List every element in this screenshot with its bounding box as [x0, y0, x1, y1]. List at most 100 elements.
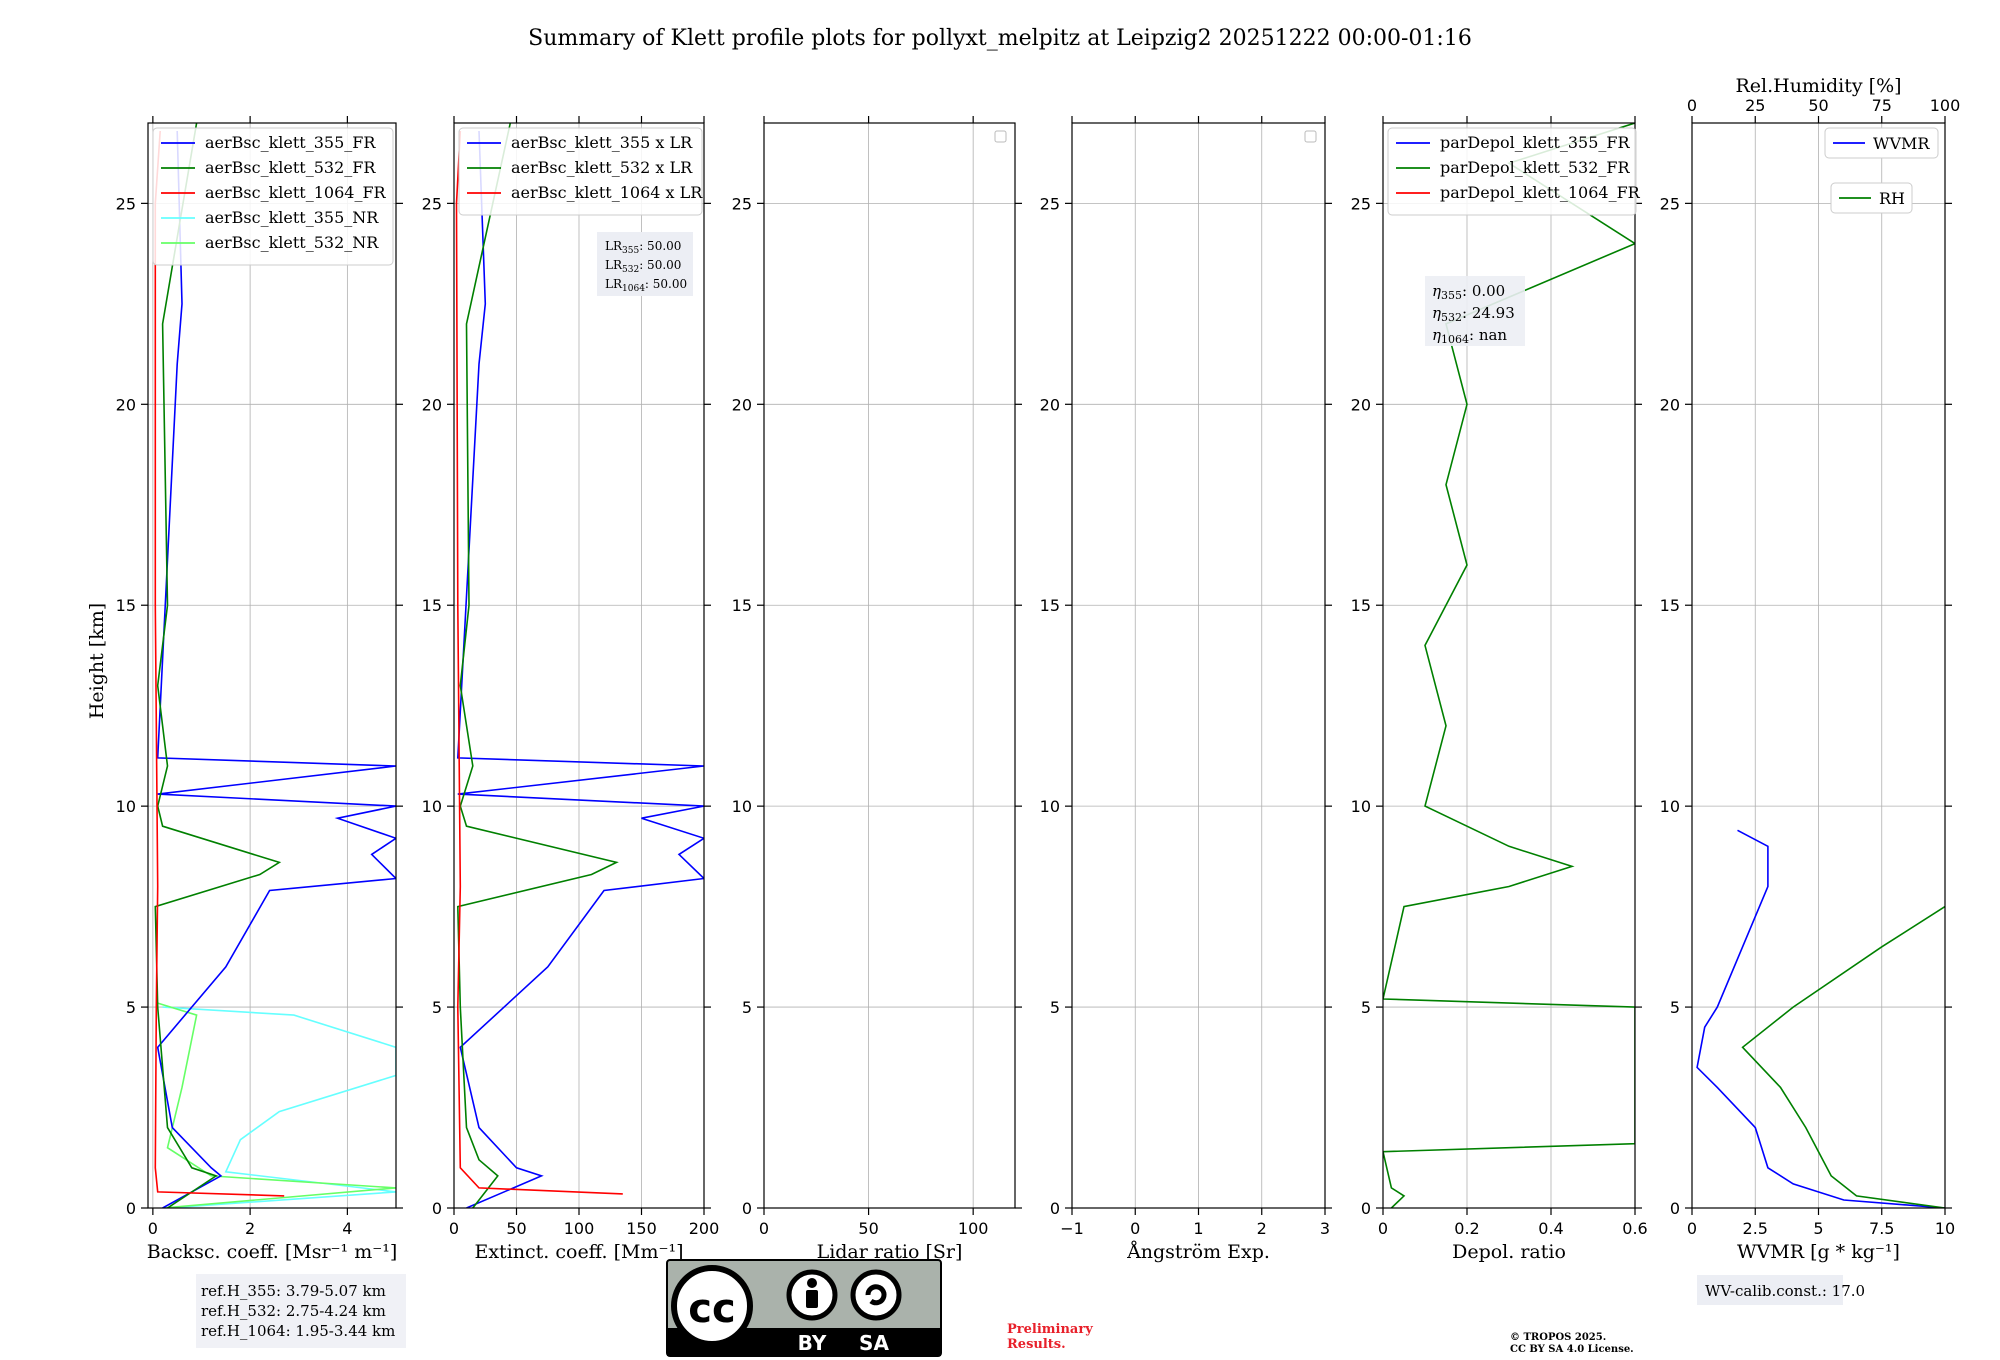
refh-532: ref.H_532: 2.75-4.24 km — [201, 1302, 386, 1320]
lr-annotation-355: LR355: 50.00 — [605, 239, 681, 256]
empty-legend-lr — [994, 130, 1007, 143]
ytick-label-lr: 5 — [742, 998, 752, 1017]
ytick-label-ext: 10 — [422, 797, 442, 816]
series-ext-2 — [455, 130, 623, 1195]
panel-lr: 0 50 100 0 5 10 15 20 25 Lidar ratio [Sr] — [732, 116, 1022, 1263]
xtick-label-dep: 0.2 — [1454, 1219, 1479, 1238]
legend-label-ext: aerBsc_klett_1064 x LR — [511, 183, 703, 202]
xtick-label-bsc: 2 — [245, 1219, 255, 1238]
legend-box-bsc — [152, 127, 394, 266]
xlabel-wv: WVMR [g * kg⁻¹] — [1737, 1241, 1900, 1263]
legend-box-wv — [1824, 127, 1939, 159]
ytick-label-ang: 0 — [1050, 1199, 1060, 1218]
xtick-label-ang: 0 — [1130, 1219, 1140, 1238]
xtick-label-ext: 50 — [506, 1219, 526, 1238]
cc-logo-icon — [671, 1265, 753, 1347]
ytick-label-bsc: 0 — [126, 1199, 136, 1218]
cc-license-badge: cc BY SA — [666, 1259, 942, 1357]
panel-bsc: 0 2 4 0 5 10 15 20 25 Backsc. coeff. [Msr⁻¹ m⁻¹] a… — [116, 116, 403, 1263]
eta-annotation-532: η532: 24.93 — [1432, 304, 1515, 324]
eta-annotation-box — [1425, 276, 1525, 346]
share-alike-icon — [850, 1269, 902, 1321]
xtick-label-ang: 1 — [1193, 1219, 1203, 1238]
eta-annotation-1064: η1064: nan — [1432, 326, 1507, 346]
ytick-label-lr: 15 — [732, 596, 752, 615]
xlabel-lr: Lidar ratio [Sr] — [817, 1241, 963, 1263]
legend-box-dep — [1387, 127, 1637, 216]
series-dep-0 — [1383, 123, 1635, 1208]
xtick-label-ext: 150 — [626, 1219, 657, 1238]
legend-box-ext — [458, 127, 703, 216]
figure-title: Summary of Klett profile plots for polly… — [528, 26, 1472, 51]
ytick-label-dep: 0 — [1361, 1199, 1371, 1218]
xtick-label-lr: 0 — [759, 1219, 769, 1238]
refh-355: ref.H_355: 3.79-5.07 km — [201, 1282, 386, 1300]
ytick-label-dep: 25 — [1351, 194, 1371, 213]
ytick-label-wv: 5 — [1670, 998, 1680, 1017]
copyright-line2: CC BY SA 4.0 License. — [1510, 1344, 1634, 1355]
ytick-label-bsc: 5 — [126, 998, 136, 1017]
x2tick-label-wv: 100 — [1930, 96, 1961, 115]
series-wv-0 — [1696, 829, 1945, 1208]
ytick-label-ext: 20 — [422, 395, 442, 414]
preliminary-line1: Preliminary — [1007, 1322, 1093, 1337]
x2tick-label-wv: 25 — [1745, 96, 1765, 115]
eta-annotation-355: η355: 0.00 — [1432, 282, 1505, 302]
frame-dep — [1382, 122, 1636, 1209]
ytick-label-dep: 5 — [1361, 998, 1371, 1017]
xtick-label-lr: 100 — [958, 1219, 989, 1238]
ytick-label-lr: 0 — [742, 1199, 752, 1218]
xtick-label-ext: 100 — [564, 1219, 595, 1238]
series-bsc-1 — [157, 1002, 396, 1208]
cc-by-label: BY — [798, 1331, 827, 1355]
lr-annotation-1064: LR1064: 50.00 — [605, 277, 687, 294]
frame-lr — [763, 122, 1016, 1209]
xlabel-dep: Depol. ratio — [1452, 1241, 1566, 1263]
x2tick-label-wv: 75 — [1872, 96, 1892, 115]
x2label-wv: Rel.Humidity [%] — [1735, 75, 1901, 97]
x2tick-label-wv: 50 — [1808, 96, 1828, 115]
ytick-label-ext: 5 — [432, 998, 442, 1017]
legend-label-wv: WVMR — [1873, 134, 1930, 153]
series-bsc-2 — [156, 130, 396, 1208]
xtick-label-wv: 5 — [1813, 1219, 1823, 1238]
y-axis-label: Height [km] — [86, 603, 108, 719]
ytick-label-wv: 25 — [1660, 194, 1680, 213]
cc-sa-label: SA — [859, 1331, 889, 1355]
xtick-label-ext: 200 — [689, 1219, 720, 1238]
ytick-label-ext: 15 — [422, 596, 442, 615]
ytick-label-ang: 5 — [1050, 998, 1060, 1017]
legend-label-bsc: aerBsc_klett_355_NR — [205, 208, 379, 227]
xtick-label-dep: 0.4 — [1538, 1219, 1563, 1238]
ytick-label-wv: 10 — [1660, 797, 1680, 816]
ytick-label-ext: 0 — [432, 1199, 442, 1218]
ytick-label-ang: 10 — [1040, 797, 1060, 816]
series-wv-1 — [1741, 905, 1945, 1208]
lr-annotation-box — [597, 232, 693, 296]
panel-dep: 0 0.2 0.4 0.6 0 5 10 15 20 25 Depol. ratio parDepol… — [1351, 116, 1648, 1263]
legend-label-dep: parDepol_klett_532_FR — [1440, 158, 1631, 177]
panel-ext: 0 50 100 150 200 0 5 10 15 20 25 Extinct. coeff. [M… — [422, 116, 720, 1263]
x2tick-label-wv: 0 — [1687, 96, 1697, 115]
series-ext-1 — [456, 123, 619, 1208]
refh-box: ref.H_355: 3.79-5.07 km ref.H_532: 2.75-… — [196, 1274, 406, 1348]
ytick-label-dep: 10 — [1351, 797, 1371, 816]
preliminary-line2: Results. — [1007, 1337, 1066, 1352]
ytick-label-dep: 15 — [1351, 596, 1371, 615]
xlabel-bsc: Backsc. coeff. [Msr⁻¹ m⁻¹] — [147, 1241, 398, 1263]
xtick-label-ang: 2 — [1257, 1219, 1267, 1238]
series-bsc-4 — [154, 130, 285, 1197]
xtick-label-lr: 50 — [858, 1219, 878, 1238]
ytick-label-bsc: 20 — [116, 395, 136, 414]
legend-label-bsc: aerBsc_klett_532_FR — [205, 158, 376, 177]
xlabel-ext: Extinct. coeff. [Mm⁻¹] — [474, 1241, 683, 1263]
legend-label-bsc: aerBsc_klett_532_NR — [205, 233, 379, 252]
xtick-label-wv: 10 — [1935, 1219, 1955, 1238]
ytick-label-wv: 0 — [1670, 1199, 1680, 1218]
legend-label-bsc: aerBsc_klett_355_FR — [205, 133, 376, 152]
xtick-label-ang: 3 — [1320, 1219, 1330, 1238]
